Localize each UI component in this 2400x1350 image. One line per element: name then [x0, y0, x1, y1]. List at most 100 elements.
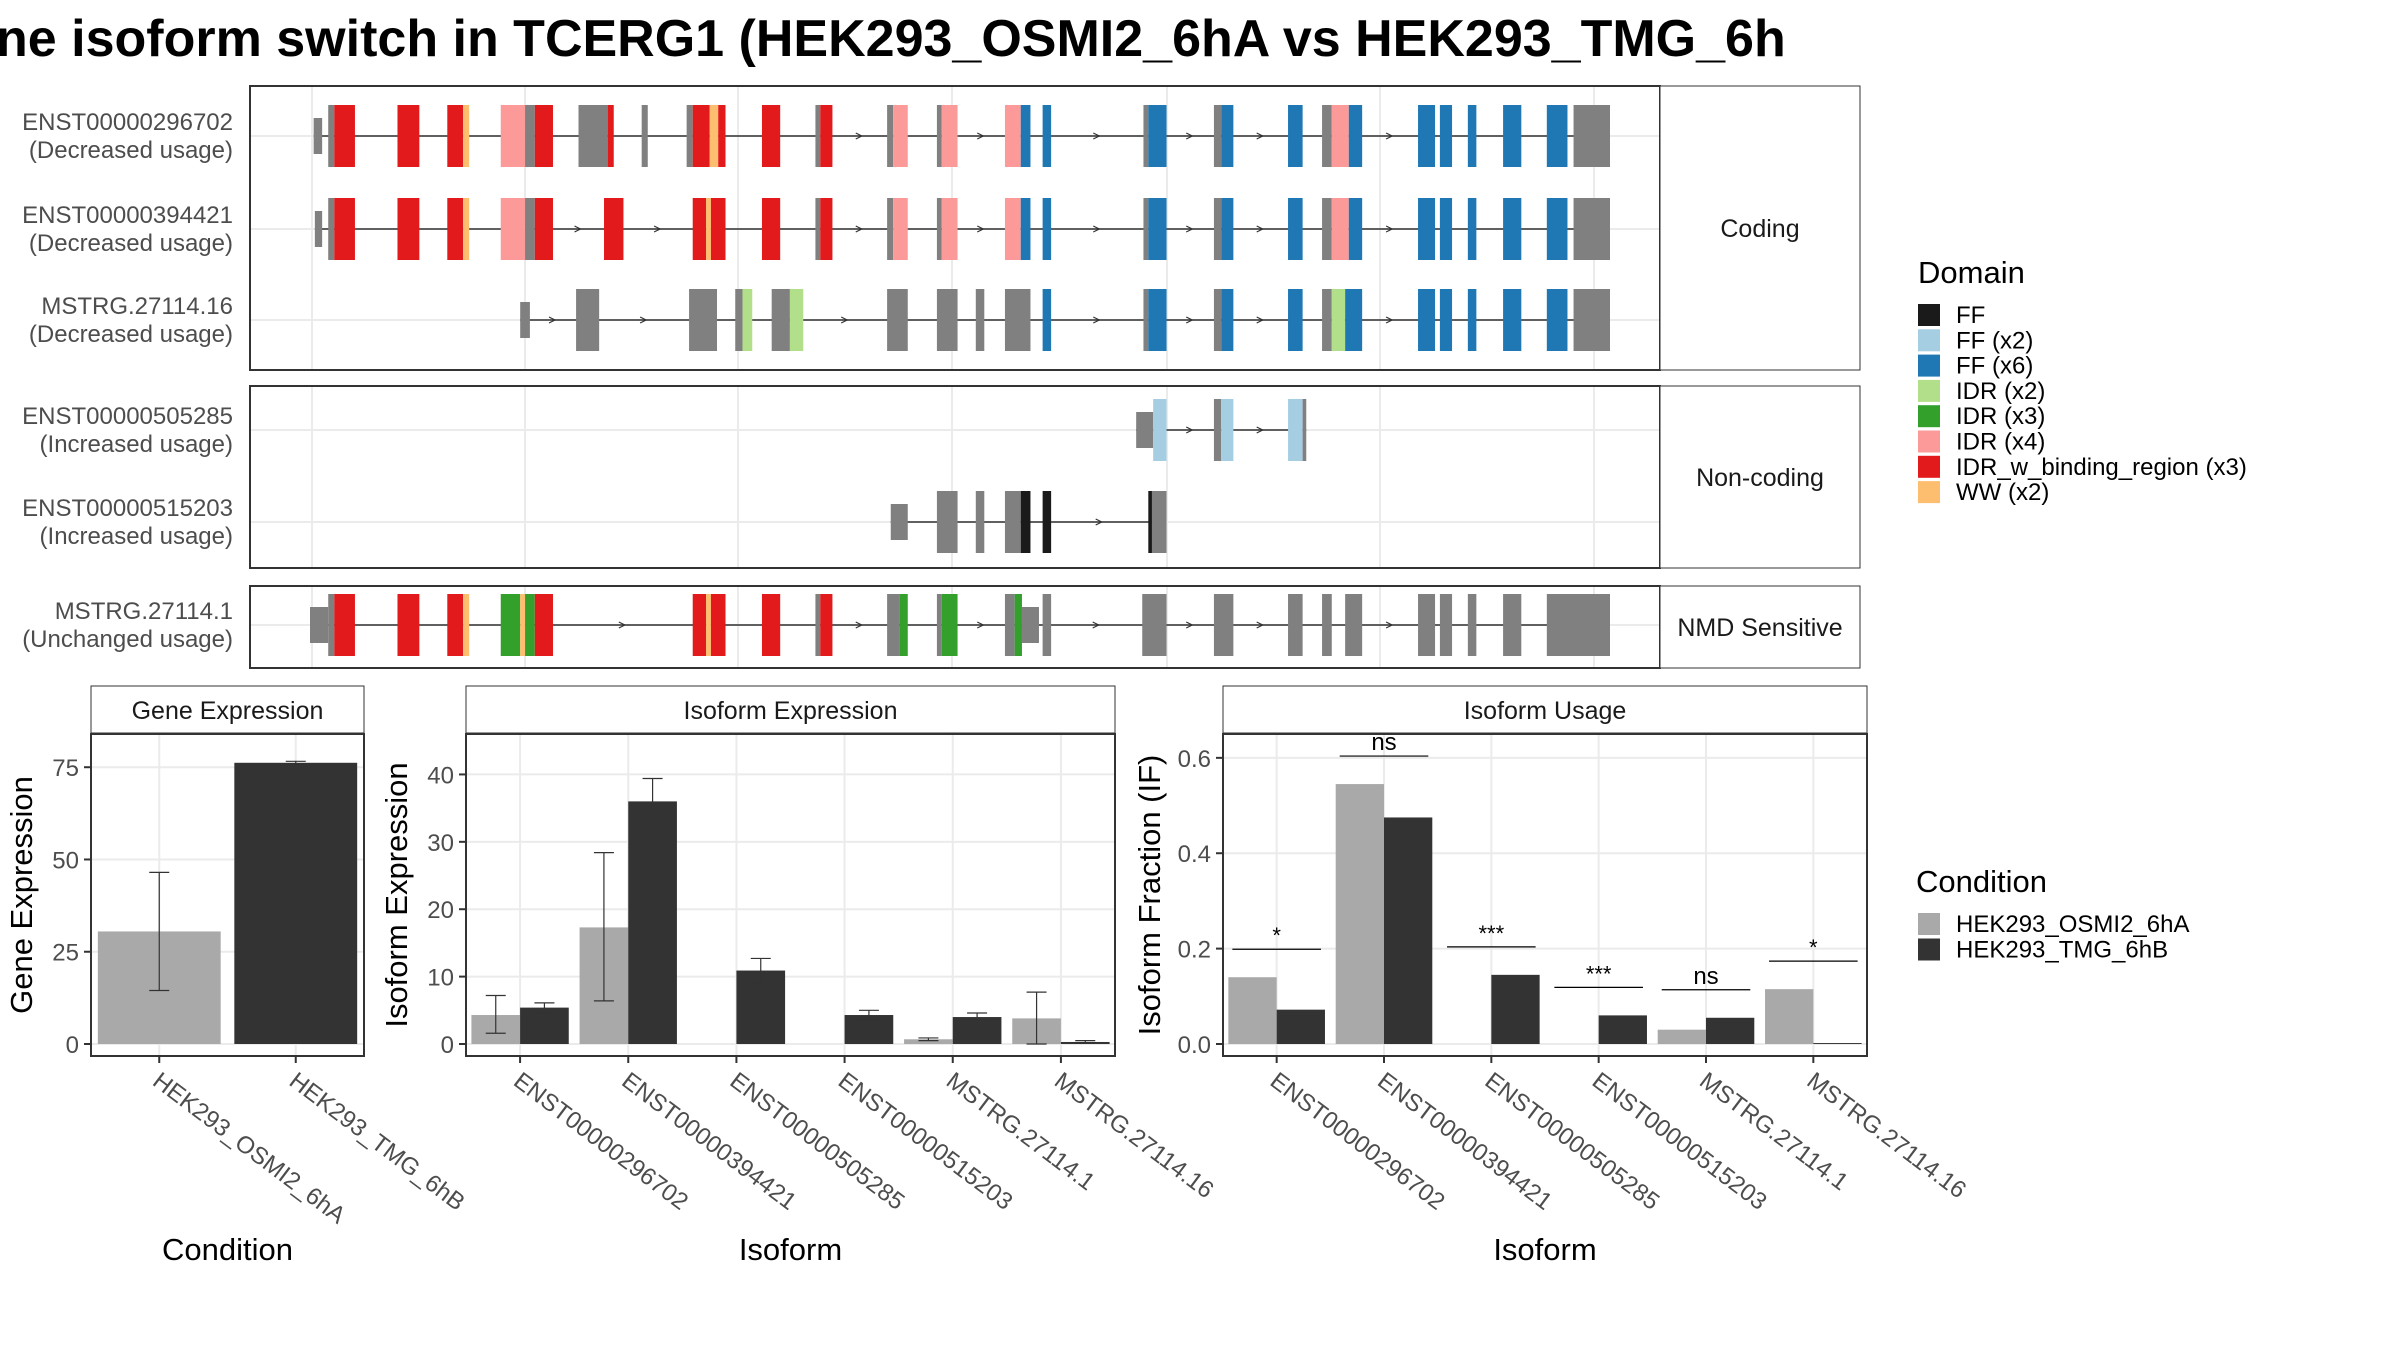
- exon: [1004, 594, 1015, 656]
- exon: [887, 289, 908, 351]
- legend-swatch: [1918, 304, 1940, 326]
- strand-arrow: [1385, 621, 1394, 629]
- exon: [899, 594, 908, 656]
- exon: [1004, 198, 1021, 260]
- isoform-usage-label: (Increased usage): [40, 523, 233, 550]
- panel-title: Isoform Expression: [684, 697, 898, 725]
- isoform-usage-label: (Unchanged usage): [22, 626, 233, 653]
- exon: [936, 289, 958, 351]
- exon: [1288, 289, 1303, 351]
- exon: [463, 105, 470, 167]
- exon: [1331, 289, 1346, 351]
- exon: [1322, 198, 1332, 260]
- isoform-label: MSTRG.27114.1: [55, 598, 233, 625]
- strand-arrow: [1092, 621, 1101, 629]
- y-axis-title: Gene Expression: [4, 776, 39, 1014]
- y-tick-label: 0: [66, 1032, 79, 1059]
- panel-strip: [1222, 685, 1868, 734]
- strand-arrow: [976, 132, 985, 140]
- exon: [1148, 105, 1167, 167]
- significance-label: *: [1272, 923, 1281, 948]
- exon: [1418, 594, 1436, 656]
- bar: [1598, 1015, 1647, 1044]
- exon: [936, 594, 942, 656]
- exon: [520, 302, 530, 338]
- exon: [607, 105, 614, 167]
- exon: [641, 105, 648, 167]
- strand-arrow: [1256, 426, 1265, 434]
- exon: [500, 198, 526, 260]
- exon: [820, 198, 833, 260]
- exon: [463, 198, 470, 260]
- y-axis-title: Isoform Expression: [379, 762, 414, 1027]
- exon: [1221, 399, 1234, 461]
- exon: [936, 105, 942, 167]
- exon: [1467, 289, 1477, 351]
- exon: [761, 594, 781, 656]
- exon: [1503, 289, 1522, 351]
- exon: [771, 289, 790, 351]
- facet-label: NMD Sensitive: [1677, 614, 1842, 642]
- exon: [709, 105, 719, 167]
- facet-label: Coding: [1720, 215, 1799, 243]
- legend-swatch: [1918, 913, 1940, 935]
- exon: [1546, 289, 1568, 351]
- bar: [1491, 974, 1540, 1044]
- facet-strip: [1659, 385, 1861, 569]
- exon: [710, 594, 726, 656]
- bar: [952, 1017, 1002, 1044]
- x-axis-title: Condition: [162, 1232, 293, 1267]
- exon: [1331, 198, 1349, 260]
- exon: [1503, 105, 1522, 167]
- y-tick-label: 75: [52, 755, 79, 782]
- isoform-usage-label: (Decreased usage): [29, 321, 233, 348]
- exon: [1148, 289, 1167, 351]
- legend-label: HEK293_TMG_6hB: [1956, 937, 2168, 964]
- exon: [1221, 289, 1234, 351]
- legend-label: FF (x2): [1956, 327, 2033, 354]
- exon: [1020, 491, 1031, 553]
- x-tick-label: ENST00000505285: [1480, 1067, 1665, 1215]
- legend-swatch: [1918, 379, 1940, 402]
- legend-label: IDR (x3): [1956, 403, 2045, 430]
- y-tick-label: 30: [427, 830, 454, 857]
- strand-arrow: [840, 316, 849, 324]
- facet-strip: [1659, 85, 1861, 371]
- exon: [525, 594, 535, 656]
- strand-arrow: [976, 621, 985, 629]
- strand-arrow: [653, 225, 662, 233]
- y-tick-label: 25: [52, 940, 79, 967]
- exon: [1004, 105, 1021, 167]
- x-axis-title: Isoform: [739, 1232, 842, 1267]
- exon: [1042, 198, 1052, 260]
- strand-arrow: [855, 225, 864, 233]
- exon: [1345, 289, 1363, 351]
- strand-arrow: [1185, 316, 1194, 324]
- exon: [887, 594, 900, 656]
- exon: [1151, 491, 1167, 553]
- y-axis-title: Isoform Fraction (IF): [1132, 755, 1167, 1036]
- exon: [525, 105, 535, 167]
- exon: [1042, 491, 1052, 553]
- strand-arrow: [1095, 518, 1104, 526]
- exon: [1573, 198, 1610, 260]
- legend-swatch: [1918, 455, 1940, 478]
- exon: [1288, 198, 1303, 260]
- strand-arrow: [1385, 316, 1394, 324]
- y-tick-label: 10: [427, 965, 454, 992]
- y-tick-label: 0.4: [1178, 841, 1211, 868]
- exon: [692, 198, 707, 260]
- exon: [310, 607, 329, 643]
- bar: [1228, 977, 1277, 1044]
- bar: [1276, 1009, 1325, 1044]
- strand-arrow: [574, 225, 582, 233]
- exon: [397, 198, 420, 260]
- legend-swatch: [1918, 430, 1940, 453]
- exon: [534, 594, 553, 656]
- strand-arrow: [1385, 132, 1394, 140]
- legend-swatch: [1918, 938, 1940, 961]
- isoform-structure-panel: ENST00000296702(Decreased usage)ENST0000…: [22, 85, 1861, 669]
- y-tick-label: 0.6: [1178, 746, 1211, 773]
- exon: [1148, 491, 1152, 553]
- strand-arrow: [855, 132, 864, 140]
